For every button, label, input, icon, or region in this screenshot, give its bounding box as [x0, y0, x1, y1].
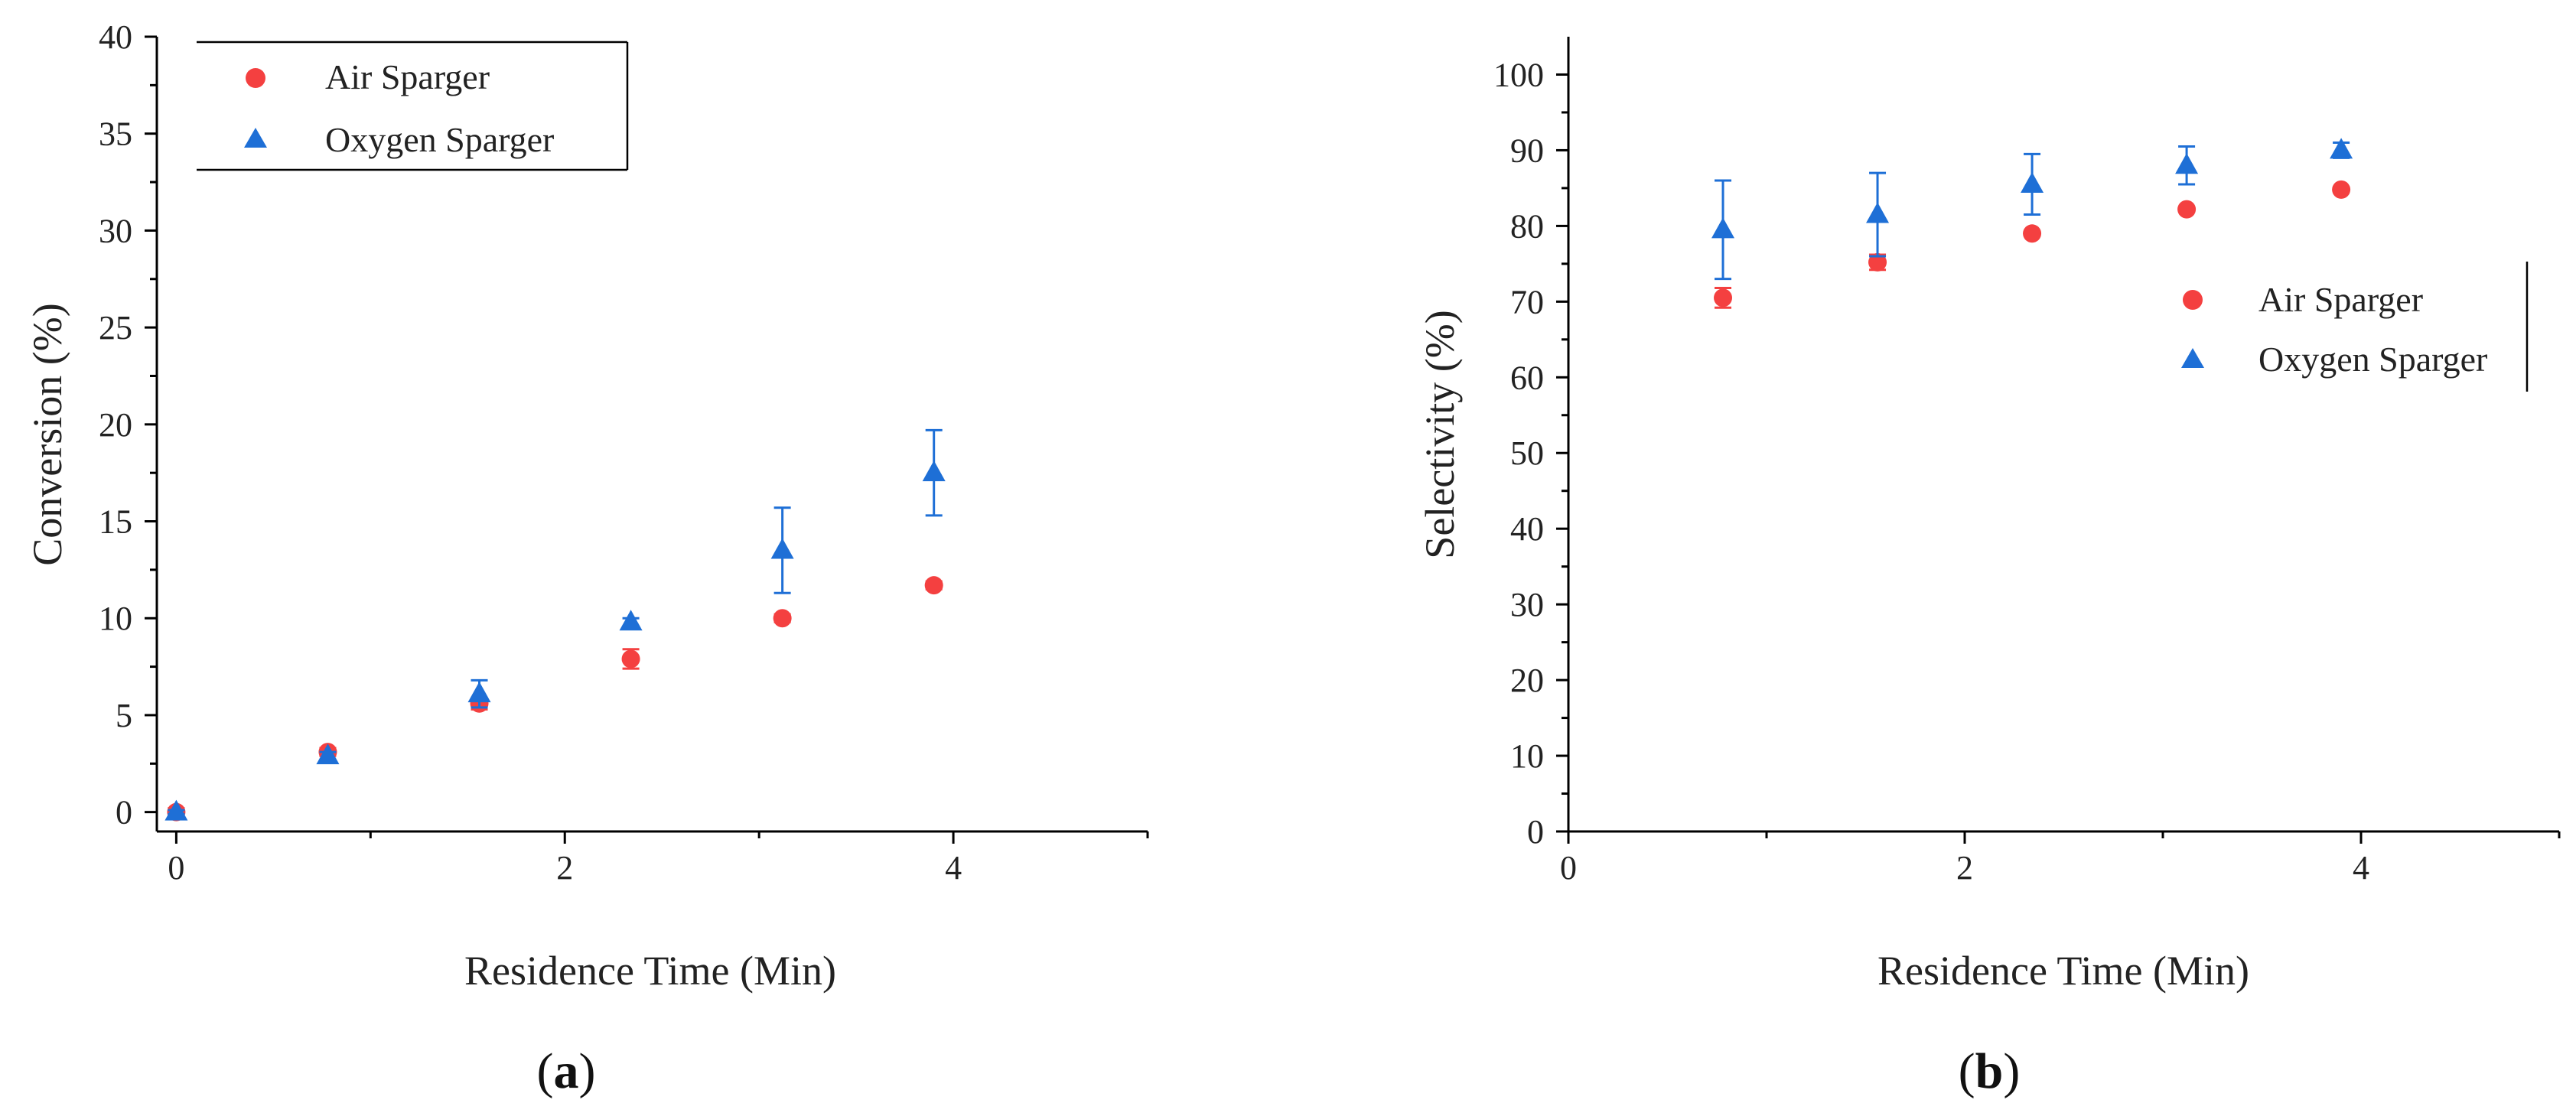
data-point-air	[2023, 224, 2042, 243]
y-tick-label: 0	[116, 794, 132, 831]
data-point-oxygen	[2175, 153, 2199, 174]
x-axis-title-a: Residence Time (Min)	[464, 948, 836, 994]
x-tick-label: 0	[168, 849, 184, 887]
y-tick-label: 30	[99, 212, 132, 249]
data-point-air	[924, 576, 943, 595]
x-tick-label: 2	[556, 849, 573, 887]
data-point-air	[2177, 200, 2197, 219]
y-tick-label: 20	[1510, 662, 1544, 699]
y-tick-label: 30	[1510, 586, 1544, 623]
legend-air-label-a: Air Sparger	[325, 57, 490, 96]
panel-label-b: (b)	[1959, 1043, 2021, 1099]
data-point-oxygen	[316, 743, 340, 765]
data-point-air	[1868, 252, 1887, 272]
y-tick-label: 60	[1510, 359, 1544, 396]
y-tick-label: 10	[1510, 737, 1544, 775]
y-tick-label: 70	[1510, 283, 1544, 320]
data-point-oxygen	[770, 538, 794, 559]
y-tick-label: 20	[99, 406, 132, 444]
data-point-oxygen	[619, 610, 643, 631]
y-tick-label: 35	[99, 116, 132, 153]
y-tick-label: 15	[99, 503, 132, 541]
data-point-oxygen	[467, 682, 491, 703]
x-tick-label: 0	[1560, 849, 1577, 887]
x-tick-label: 4	[2353, 849, 2369, 887]
y-tick-label: 0	[1527, 813, 1544, 851]
x-tick-label: 2	[1956, 849, 1973, 887]
legend-air-marker-b	[2183, 290, 2203, 310]
legend-oxygen-marker-a	[244, 128, 267, 148]
data-point-oxygen	[1866, 202, 1890, 223]
y-axis-title-a: Conversion (%)	[24, 303, 70, 565]
panel-label-a: (a)	[537, 1043, 596, 1099]
data-point-oxygen	[164, 799, 188, 821]
y-tick-label: 90	[1510, 132, 1544, 169]
data-point-air	[621, 649, 640, 669]
panel-label-b-letter: b	[1975, 1043, 2004, 1099]
y-tick-label: 40	[99, 18, 132, 56]
legend-air-label-b: Air Sparger	[2258, 280, 2423, 319]
y-tick-label: 80	[1510, 207, 1544, 245]
y-axis-title-b: Selectivity (%)	[1417, 310, 1463, 558]
legend-b: Air Sparger Oxygen Sparger	[2181, 262, 2529, 392]
legend-a: Air Sparger Oxygen Sparger	[197, 41, 629, 171]
panel-label-a-letter: a	[554, 1043, 579, 1099]
legend-oxygen-label-a: Oxygen Sparger	[325, 120, 554, 159]
legend-oxygen-marker-b	[2181, 348, 2204, 368]
data-point-oxygen	[2330, 138, 2353, 159]
data-point-oxygen	[922, 460, 946, 482]
y-tick-label: 40	[1510, 510, 1544, 548]
y-tick-label: 100	[1493, 56, 1544, 93]
x-axis-title-b: Residence Time (Min)	[1877, 948, 2249, 994]
marks-a	[164, 428, 946, 822]
legend-air-marker-a	[246, 68, 265, 88]
data-point-oxygen	[1711, 217, 1735, 239]
data-point-air	[1714, 288, 1733, 307]
y-tick-label: 50	[1510, 434, 1544, 472]
legend-oxygen-label-b: Oxygen Sparger	[2258, 340, 2487, 379]
y-tick-label: 10	[99, 600, 132, 637]
data-point-air	[773, 609, 792, 628]
y-tick-label: 25	[99, 309, 132, 347]
marks-b	[1711, 138, 2353, 309]
x-tick-label: 4	[945, 849, 962, 887]
y-tick-label: 5	[116, 697, 132, 734]
data-point-oxygen	[2021, 171, 2044, 193]
data-point-air	[2332, 180, 2351, 199]
